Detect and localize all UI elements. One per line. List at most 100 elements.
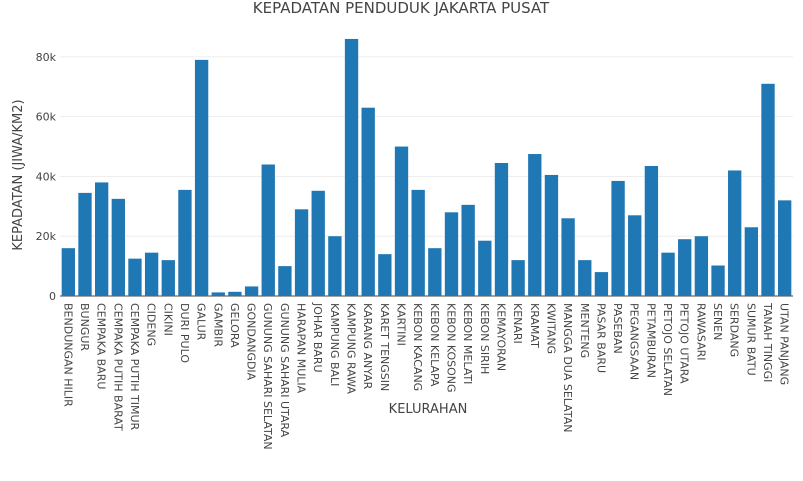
x-tick-label: MENTENG [578,303,591,358]
chart-title: KEPADATAN PENDUDUK JAKARTA PUSAT [253,0,550,17]
bar[interactable] [628,215,642,296]
x-tick-label: CIKINI [161,303,174,336]
bar[interactable] [428,248,442,296]
x-tick-label: PETAMBURAN [644,303,657,378]
x-tick-label: GELORA [228,303,241,348]
x-tick-label: JOHAR BARU [311,302,324,373]
bar[interactable] [344,38,359,296]
x-tick-label: KEBON KACANG [411,303,424,391]
x-tick-label: SERDANG [728,303,741,357]
bar[interactable] [611,180,625,296]
bar[interactable] [494,162,509,296]
x-tick-label: UTAN PANJANG [778,303,791,385]
x-tick-label: KENARI [511,303,524,344]
bar[interactable] [678,239,692,296]
x-tick-label: PEGANGSAAN [628,303,641,380]
bar[interactable] [94,182,109,296]
x-tick-label: SUMUR BATU [744,303,757,376]
y-tick-label: 80k [36,51,57,64]
x-tick-label: KARET TENGSIN [378,303,391,391]
y-tick-label: 0 [49,290,56,303]
bar[interactable] [578,260,592,296]
bar[interactable] [694,236,709,296]
x-tick-label: PASAR BARU [594,303,607,373]
x-tick-label: MANGGA DUA SELATAN [561,303,574,432]
x-tick-label: CIDENG [145,303,158,346]
x-tick-label: KEBON KELAPA [428,303,441,387]
bar[interactable] [528,154,542,296]
x-tick-label: PASEBAN [611,303,624,354]
bar[interactable] [78,192,92,296]
bar[interactable] [511,260,525,296]
x-tick-label: KWITANG [544,303,557,354]
x-tick-label: SENEN [711,303,724,340]
bar[interactable] [361,107,375,296]
bar[interactable] [161,260,175,296]
bar[interactable] [294,209,309,296]
x-tick-label: GALUR [195,303,208,341]
bar[interactable] [544,174,559,296]
bar[interactable] [61,248,75,296]
x-tick-label: GUNUNG SAHARI SELATAN [261,303,274,450]
x-tick-label: KAMPUNG RAWA [345,303,358,394]
x-tick-label: KARANG ANYAR [361,303,374,390]
x-tick-label: KARTINI [395,303,408,346]
x-tick-labels: BENDUNGAN HILIR BUNGUR CEMPAKA BARU CEMPAKA… [61,302,790,450]
bar[interactable] [211,292,225,296]
x-tick-label: TANAH TINGGI [761,302,774,382]
x-tick-label: KEMAYORAN [494,303,507,371]
x-tick-label: CEMPAKA PUTIH BARAT [111,303,124,431]
x-tick-label: HARAPAN MULIA [295,303,308,394]
x-tick-label: GAMBIR [211,303,224,347]
x-tick-label: GONDANGDIA [245,303,258,381]
x-tick-label: KRAMAT [528,303,541,348]
x-tick-label: PETOJO SELATAN [661,303,674,396]
bar[interactable] [761,83,775,297]
bar[interactable] [144,252,159,296]
bar[interactable] [411,189,425,296]
bar[interactable] [711,265,725,296]
bar[interactable] [744,227,759,296]
x-tick-label: KEBON MELATI [461,303,474,384]
x-axis-title: KELURAHAN [389,402,468,417]
x-tick-label: BUNGUR [78,303,91,351]
x-tick-label: GUNUNG SAHARI UTARA [278,303,291,438]
y-tick-labels: 0 20k 40k 60k 80k [36,51,57,303]
bars [61,38,792,297]
bar[interactable] [311,190,325,296]
x-tick-label: CEMPAKA PUTIH TIMUR [128,303,141,431]
bar[interactable] [478,240,492,296]
bar[interactable] [261,164,275,296]
bar[interactable] [644,165,659,296]
bar[interactable] [111,198,125,296]
bar[interactable] [228,291,242,296]
bar[interactable] [444,212,459,296]
bar[interactable] [128,258,142,296]
bar[interactable] [394,146,409,296]
x-tick-label: KEBON KOSONG [444,303,457,393]
bar[interactable] [194,59,209,296]
bar[interactable] [278,266,292,296]
x-tick-label: KAMPUNG BALI [328,303,341,386]
bar[interactable] [328,236,342,296]
x-tick-label: DURI PULO [178,303,191,363]
bar[interactable] [778,200,792,296]
bar[interactable] [244,286,259,296]
x-tick-label: CEMPAKA BARU [95,303,108,389]
y-axis-title: KEPADATAN (JIWA/KM2) [11,99,26,250]
x-tick-label: PETOJO UTARA [678,303,691,384]
bar[interactable] [661,252,675,296]
y-tick-label: 40k [36,170,57,183]
x-tick-label: RAWASARI [694,303,707,361]
x-tick-label: KEBON SIRIH [478,303,491,374]
y-tick-label: 60k [36,111,57,124]
bar[interactable] [178,189,192,296]
y-tick-label: 20k [36,230,57,243]
bar[interactable] [561,218,575,296]
bar[interactable] [378,254,392,296]
bar[interactable] [594,272,609,296]
x-tick-label: BENDUNGAN HILIR [61,303,74,407]
bar[interactable] [728,170,742,296]
bar[interactable] [461,204,475,296]
